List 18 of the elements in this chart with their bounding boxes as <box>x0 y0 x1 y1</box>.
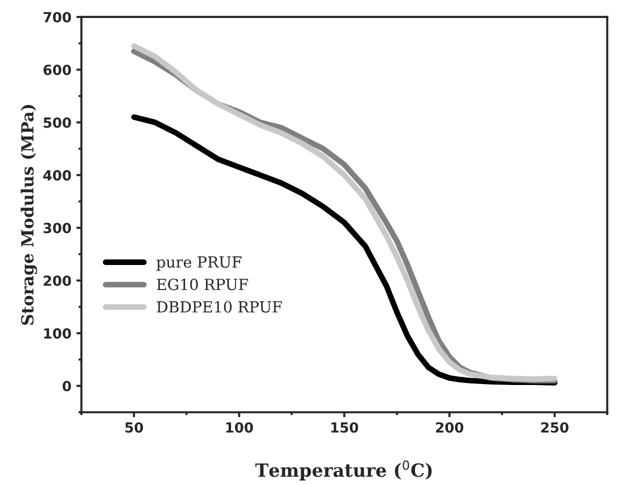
x-tick-label: 200 <box>436 422 464 433</box>
x-tick-label: 50 <box>125 422 143 433</box>
y-tick-label: 200 <box>44 275 71 286</box>
x-tick-label: 100 <box>226 422 253 433</box>
y-axis-title: Storage Modulus (MPa) <box>20 104 38 325</box>
legend-label: DBDPE10 RPUF <box>156 301 282 313</box>
legend-label: EG10 RPUF <box>156 278 248 290</box>
x-tick-label: 250 <box>541 422 568 433</box>
y-tick-label: 700 <box>44 12 71 22</box>
y-tick-label: 500 <box>44 117 71 128</box>
y-tick-label: 600 <box>44 64 71 76</box>
y-tick-label: 300 <box>44 222 71 234</box>
x-tick-label: 150 <box>331 422 358 433</box>
y-tick-label: 100 <box>44 328 71 339</box>
y-tick-label: 400 <box>43 170 71 181</box>
x-axis-title: Temperature ($^{0}$C) <box>255 460 432 480</box>
legend-label: pure PRUF <box>156 256 242 271</box>
y-tick-label: 0 <box>62 380 71 392</box>
